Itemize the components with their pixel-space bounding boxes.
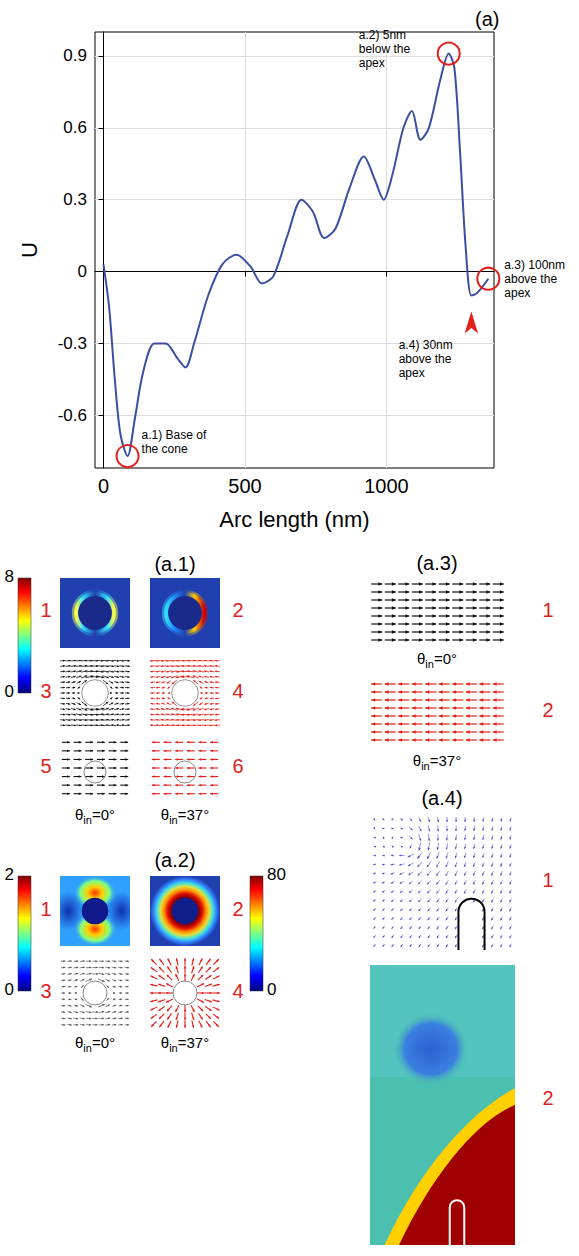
svg-text:1: 1 <box>542 599 553 621</box>
svg-text:0.3: 0.3 <box>63 190 87 209</box>
svg-text:-0.6: -0.6 <box>58 406 87 425</box>
svg-text:θin=0°: θin=0° <box>417 650 457 670</box>
svg-text:θin=37°: θin=37° <box>413 752 461 772</box>
svg-text:a.2) 5nm: a.2) 5nm <box>359 28 410 42</box>
svg-text:U: U <box>17 242 42 258</box>
svg-text:0: 0 <box>78 262 87 281</box>
svg-text:1: 1 <box>542 869 553 891</box>
svg-text:θin=0°: θin=0° <box>75 806 115 826</box>
svg-text:apex: apex <box>504 286 530 300</box>
svg-text:3: 3 <box>40 980 51 1002</box>
svg-text:above the: above the <box>399 352 455 366</box>
svg-text:below the: below the <box>359 42 414 56</box>
svg-text:2: 2 <box>542 1087 553 1109</box>
svg-text:4: 4 <box>232 980 243 1002</box>
svg-text:2: 2 <box>5 865 14 884</box>
svg-text:80: 80 <box>267 865 286 884</box>
svg-text:6: 6 <box>232 755 243 777</box>
svg-text:-0.3: -0.3 <box>58 334 87 353</box>
svg-text:0.6: 0.6 <box>63 118 87 137</box>
svg-text:apex: apex <box>359 56 385 70</box>
svg-text:(a.3): (a.3) <box>416 552 457 574</box>
svg-text:θin=37°: θin=37° <box>161 1034 209 1054</box>
svg-text:0: 0 <box>5 682 14 701</box>
svg-text:the cone: the cone <box>142 442 188 456</box>
svg-text:1000: 1000 <box>364 475 409 497</box>
svg-text:(a.4): (a.4) <box>421 787 462 809</box>
svg-text:0: 0 <box>267 980 276 999</box>
svg-text:5: 5 <box>40 755 51 777</box>
svg-text:3: 3 <box>40 680 51 702</box>
svg-text:2: 2 <box>542 699 553 721</box>
svg-text:(a.2): (a.2) <box>154 849 195 871</box>
svg-text:a.4) 30nm: a.4) 30nm <box>399 338 456 352</box>
svg-text:Arc length (nm): Arc length (nm) <box>219 507 369 532</box>
svg-text:a.1) Base of: a.1) Base of <box>142 428 210 442</box>
svg-text:2: 2 <box>232 898 243 920</box>
svg-text:θin=37°: θin=37° <box>161 806 209 826</box>
svg-text:2: 2 <box>232 599 243 621</box>
svg-text:(a): (a) <box>475 8 499 30</box>
svg-text:a.3) 100nm: a.3) 100nm <box>504 258 568 272</box>
svg-text:0: 0 <box>5 980 14 999</box>
svg-text:500: 500 <box>228 475 261 497</box>
svg-text:0: 0 <box>98 475 109 497</box>
svg-text:4: 4 <box>232 680 243 702</box>
svg-text:1: 1 <box>40 898 51 920</box>
svg-text:apex: apex <box>399 366 425 380</box>
svg-text:(a.1): (a.1) <box>154 553 195 575</box>
svg-text:above the: above the <box>504 272 560 286</box>
svg-text:1: 1 <box>40 599 51 621</box>
svg-text:θin=0°: θin=0° <box>75 1034 115 1054</box>
svg-text:8: 8 <box>5 567 14 586</box>
svg-text:0.9: 0.9 <box>63 46 87 65</box>
